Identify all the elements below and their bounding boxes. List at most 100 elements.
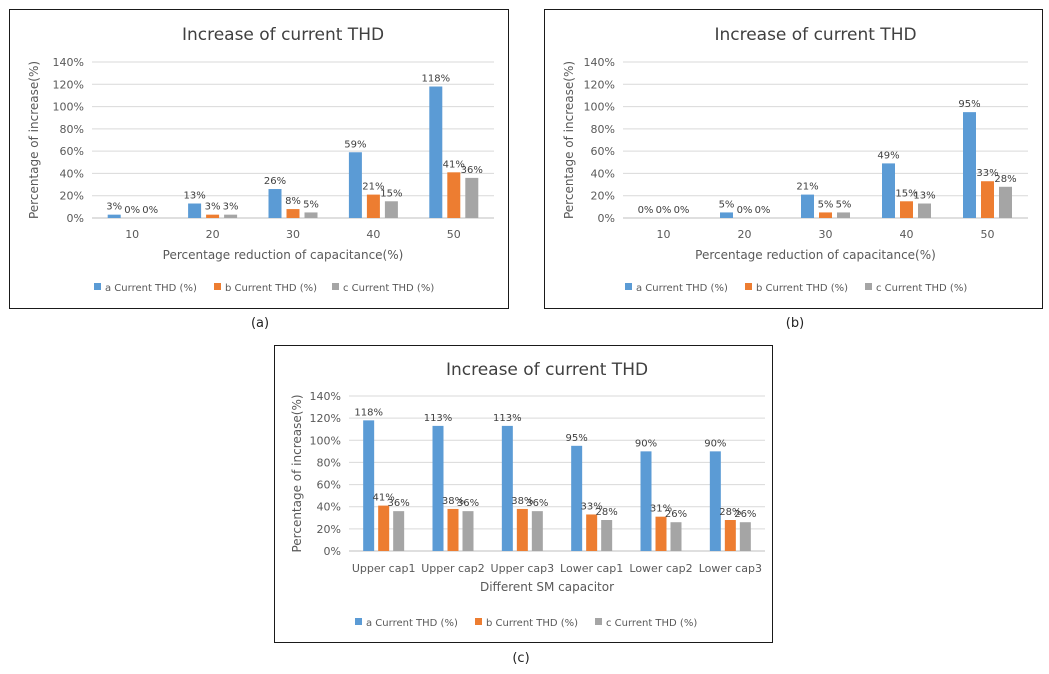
data-label: 28% xyxy=(994,174,1016,185)
bar-c xyxy=(224,214,238,218)
data-label: 26% xyxy=(665,509,687,520)
y-tick-label: 100% xyxy=(310,434,341,447)
bar-c xyxy=(465,177,479,218)
data-label: 5% xyxy=(303,199,319,210)
data-label: 90% xyxy=(704,438,726,449)
y-tick-label: 0% xyxy=(67,212,84,225)
data-label: 59% xyxy=(344,139,366,150)
data-label: 26% xyxy=(734,509,756,520)
data-label: 28% xyxy=(719,507,741,518)
legend-label: a Current THD (%) xyxy=(105,283,197,294)
bar-b xyxy=(819,212,832,218)
bar-a xyxy=(268,189,282,218)
x-tick-label: Upper cap2 xyxy=(421,562,485,575)
legend-swatch-a xyxy=(625,283,632,290)
data-label: 13% xyxy=(183,191,205,202)
data-label: 36% xyxy=(526,498,548,509)
y-axis-label: Percentage of increase(%) xyxy=(27,61,41,219)
bar-b xyxy=(900,201,913,218)
legend-label: b Current THD (%) xyxy=(225,283,317,294)
data-label: 33% xyxy=(976,168,998,179)
bar-b xyxy=(366,194,380,218)
bar-c xyxy=(462,511,474,551)
data-label: 0% xyxy=(656,205,672,216)
y-axis-label: Percentage of increase(%) xyxy=(290,394,304,552)
legend-label: b Current THD (%) xyxy=(756,283,848,294)
chart-b-svg: Increase of current THD0%20%40%60%80%100… xyxy=(562,25,1028,294)
x-tick-label: 10 xyxy=(125,228,139,241)
bar-a xyxy=(107,214,121,218)
bar-c xyxy=(531,511,543,551)
x-tick-label: Lower cap1 xyxy=(560,562,623,575)
x-tick-label: Upper cap1 xyxy=(352,562,416,575)
data-label: 5% xyxy=(818,199,834,210)
bar-c xyxy=(601,520,613,551)
bar-b xyxy=(206,214,220,218)
x-tick-label: 40 xyxy=(366,228,380,241)
legend-swatch-b xyxy=(214,283,221,290)
x-tick-label: 20 xyxy=(206,228,220,241)
data-label: 0% xyxy=(638,205,654,216)
x-tick-label: 40 xyxy=(900,228,914,241)
data-label: 33% xyxy=(581,501,603,512)
data-label: 13% xyxy=(913,191,935,202)
y-tick-label: 120% xyxy=(310,412,341,425)
bar-a xyxy=(432,425,444,551)
data-label: 38% xyxy=(511,496,533,507)
legend-swatch-c xyxy=(332,283,339,290)
legend-swatch-c xyxy=(595,618,602,625)
data-label: 95% xyxy=(958,99,980,110)
legend-label: a Current THD (%) xyxy=(636,283,728,294)
bar-a xyxy=(188,203,202,218)
data-label: 38% xyxy=(442,496,464,507)
bar-b xyxy=(981,181,994,218)
data-label: 5% xyxy=(719,199,735,210)
chart-panel-c: Increase of current THD 0% 20% 40% 60% 80% 100… xyxy=(274,345,773,643)
bar-b xyxy=(447,508,459,551)
data-label: 0% xyxy=(737,205,753,216)
data-label: 3% xyxy=(223,202,239,213)
caption-b: (b) xyxy=(785,316,805,331)
bar-a xyxy=(640,451,652,551)
y-tick-label: 100% xyxy=(53,101,84,114)
data-label: 113% xyxy=(424,413,453,424)
data-label: 8% xyxy=(285,196,301,207)
y-tick-label: 60% xyxy=(317,479,341,492)
x-tick-label: Upper cap3 xyxy=(491,562,555,575)
legend-swatch-c xyxy=(865,283,872,290)
y-tick-label: 140% xyxy=(584,56,615,69)
y-tick-label: 0% xyxy=(324,545,341,558)
x-tick-label: 10 xyxy=(657,228,671,241)
x-tick-label: 20 xyxy=(738,228,752,241)
bar-c xyxy=(393,511,405,551)
data-label: 3% xyxy=(205,202,221,213)
chart-title: Increase of current THD xyxy=(182,25,384,45)
data-label: 118% xyxy=(354,407,383,418)
data-label: 95% xyxy=(566,433,588,444)
caption-a: (a) xyxy=(250,316,270,331)
bar-a xyxy=(348,152,362,218)
chart-title: Increase of current THD xyxy=(446,360,648,380)
bar-a xyxy=(363,420,375,551)
y-tick-label: 60% xyxy=(591,145,615,158)
legend-swatch-a xyxy=(355,618,362,625)
bar-a xyxy=(501,425,513,551)
chart-panel-a: Increase of current THD 0% 20% 40% 60% 80% 100… xyxy=(9,9,509,309)
bar-c xyxy=(837,212,850,218)
chart-a-svg: Increase of current THD0%20%40%60%80%100… xyxy=(27,25,494,294)
y-tick-label: 40% xyxy=(60,167,84,180)
bar-b xyxy=(286,209,300,218)
y-tick-label: 80% xyxy=(60,123,84,136)
y-tick-label: 20% xyxy=(591,190,615,203)
y-tick-label: 120% xyxy=(53,78,84,91)
y-tick-label: 100% xyxy=(584,101,615,114)
data-label: 36% xyxy=(461,165,483,176)
x-tick-label: 30 xyxy=(286,228,300,241)
legend-swatch-b xyxy=(475,618,482,625)
data-label: 36% xyxy=(457,498,479,509)
legend-label: c Current THD (%) xyxy=(606,618,697,629)
y-axis-label: Percentage of increase(%) xyxy=(562,61,576,219)
bar-a xyxy=(429,86,443,218)
data-label: 36% xyxy=(388,498,410,509)
caption-c: (c) xyxy=(512,651,530,666)
